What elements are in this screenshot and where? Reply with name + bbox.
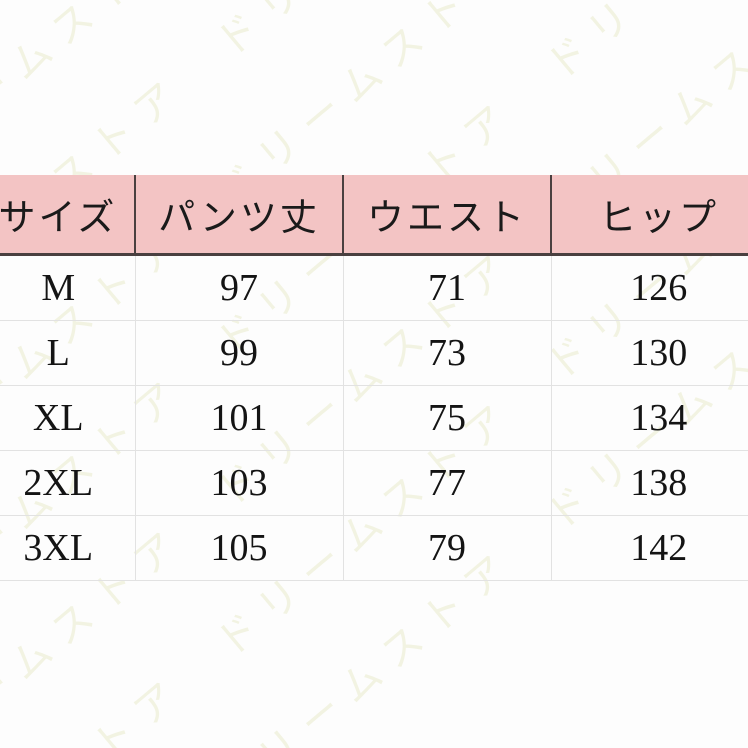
cell-waist: 71 — [343, 254, 552, 321]
cell-size: L — [0, 320, 136, 386]
cell-hip: 130 — [551, 320, 748, 386]
cell-waist: 79 — [343, 515, 552, 581]
column-header-size: サイズ — [0, 175, 136, 256]
table-row: XL 101 75 134 — [0, 385, 748, 451]
cell-hip: 126 — [551, 254, 748, 321]
cell-len: 97 — [135, 254, 344, 321]
table-row: 3XL 105 79 142 — [0, 515, 748, 581]
cell-len: 105 — [135, 515, 344, 581]
cell-size: 2XL — [0, 450, 136, 516]
size-chart-table: サイズ パンツ丈 ウエスト ヒップ M 97 71 126 L 99 73 130 XL 101 7… — [0, 175, 748, 581]
cell-waist: 75 — [343, 385, 552, 451]
column-header-waist: ウエスト — [343, 175, 552, 256]
table-row: M 97 71 126 — [0, 254, 748, 321]
table-header-row: サイズ パンツ丈 ウエスト ヒップ — [0, 175, 748, 256]
table-row: 2XL 103 77 138 — [0, 450, 748, 516]
cell-hip: 134 — [551, 385, 748, 451]
cell-len: 103 — [135, 450, 344, 516]
cell-size: XL — [0, 385, 136, 451]
table-header: サイズ パンツ丈 ウエスト ヒップ — [0, 175, 748, 256]
cell-len: 101 — [135, 385, 344, 451]
cell-hip: 142 — [551, 515, 748, 581]
cell-size: 3XL — [0, 515, 136, 581]
column-header-pants-length: パンツ丈 — [135, 175, 344, 256]
watermark-text: ドリームストア ドリームストア ドリームストア ドリームストア ドリームストア … — [0, 0, 748, 43]
watermark-text: ドリームストア ドリームストア ドリームストア ドリームストア ドリームストア … — [0, 0, 748, 193]
table-body: M 97 71 126 L 99 73 130 XL 101 75 134 2XL 103 77 138 3XL… — [0, 254, 748, 581]
cell-len: 99 — [135, 320, 344, 386]
cell-waist: 77 — [343, 450, 552, 516]
cell-waist: 73 — [343, 320, 552, 386]
table-row: L 99 73 130 — [0, 320, 748, 386]
cell-hip: 138 — [551, 450, 748, 516]
cell-size: M — [0, 254, 136, 321]
column-header-hip: ヒップ — [551, 175, 748, 256]
size-chart-table-container: サイズ パンツ丈 ウエスト ヒップ M 97 71 126 L 99 73 130 XL 101 7… — [0, 175, 748, 581]
